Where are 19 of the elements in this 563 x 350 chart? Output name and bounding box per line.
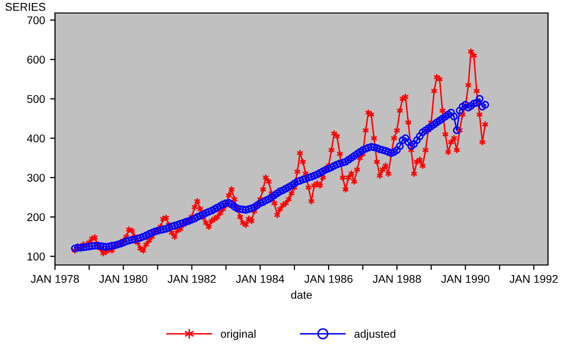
- y-tick-label: 400: [26, 134, 45, 142]
- x-tick-label: JAN 1992: [510, 275, 558, 283]
- x-tick-label: JAN 1984: [236, 275, 284, 283]
- y-tick-label: 300: [27, 174, 45, 182]
- y-tick-label: 500: [27, 95, 45, 103]
- legend-label: original: [220, 330, 256, 340]
- x-tick-label: JAN 1978: [30, 275, 79, 283]
- x-tick-label: JAN 1986: [304, 275, 353, 283]
- x-tick-label: JAN 1990: [441, 275, 490, 283]
- x-axis-title: date: [291, 290, 312, 299]
- x-tick-label: JAN 1988: [372, 275, 421, 283]
- x-tick-label: JAN 1980: [99, 275, 148, 283]
- legend-label: adjusted: [354, 330, 396, 340]
- x-tick-label: JAN 1982: [168, 275, 216, 283]
- y-tick-label: 700: [27, 16, 45, 24]
- y-axis-title: SERIES: [6, 2, 46, 11]
- y-tick-label: 200: [27, 213, 45, 222]
- y-tick-label: 600: [27, 56, 45, 64]
- y-tick-label: 100: [28, 252, 45, 260]
